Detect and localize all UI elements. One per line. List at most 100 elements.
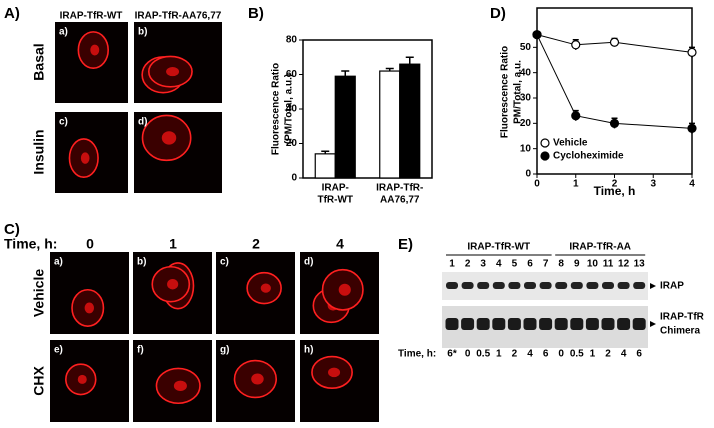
band	[601, 318, 615, 330]
column-header: IRAP-TfR-WT	[60, 11, 123, 22]
cell-perinuclear	[90, 44, 100, 56]
time-value: 0	[86, 236, 94, 252]
x-tick-label: TfR-WT	[317, 195, 353, 206]
y-axis-label: Fluorescence Ratio	[271, 63, 282, 155]
arrow	[650, 321, 656, 327]
y-axis-label: PM/Total, a.u.	[513, 60, 524, 124]
band	[602, 282, 614, 289]
time-value: 6*	[447, 349, 457, 360]
image-label: g)	[220, 345, 229, 356]
marker	[609, 118, 620, 128]
time-value: 6	[636, 349, 642, 360]
band	[492, 282, 505, 289]
image-label: f)	[137, 345, 144, 356]
legend-label: Vehicle	[553, 138, 588, 149]
band	[633, 282, 646, 289]
image-label: a)	[54, 257, 63, 268]
cell-perinuclear	[328, 367, 341, 378]
band	[554, 318, 568, 330]
band	[617, 318, 631, 330]
plot-frame	[536, 7, 693, 175]
y-tick-label: 20	[286, 138, 298, 149]
band	[446, 282, 458, 289]
band	[586, 282, 599, 289]
error-bar	[341, 70, 350, 77]
time-value: 1	[169, 236, 177, 252]
lane-number: 2	[465, 259, 471, 270]
y-tick-label: 30	[520, 93, 532, 104]
x-tick-label: IRAP-	[322, 183, 349, 194]
band	[555, 282, 568, 289]
time-label: Time, h:	[398, 349, 436, 360]
band	[477, 282, 490, 289]
band-label: IRAP	[660, 281, 684, 292]
image-label: h)	[304, 345, 313, 356]
x-tick-label: 1	[573, 179, 579, 190]
band	[570, 282, 583, 289]
lane-number: 8	[558, 259, 564, 270]
panel-label: A)	[4, 5, 20, 22]
time-value: 6	[543, 349, 549, 360]
image-label: b)	[138, 27, 147, 38]
y-axis-label: Fluorescence Ratio	[500, 46, 511, 138]
x-tick-label: 2	[612, 179, 618, 190]
y-tick-label: 20	[520, 118, 532, 129]
x-tick-label: 0	[534, 179, 540, 190]
marker	[609, 37, 620, 47]
band	[507, 318, 521, 330]
band	[445, 318, 459, 330]
x-tick-label: 4	[689, 179, 695, 190]
image-label: a)	[59, 27, 68, 38]
cell-perinuclear	[166, 67, 180, 77]
y-tick-label: 80	[286, 35, 298, 46]
band-label: IRAP-TfR	[660, 312, 705, 323]
time-value: 0	[465, 349, 471, 360]
band	[585, 318, 599, 330]
group-header: IRAP-TfR-AA	[569, 242, 631, 253]
legend-label: Cycloheximide	[553, 151, 624, 162]
x-tick-label: 3	[650, 179, 656, 190]
cell-perinuclear	[161, 131, 177, 145]
lane-number: 11	[603, 259, 614, 270]
band	[539, 318, 553, 330]
cell-perinuclear	[173, 380, 187, 392]
lane-number: 9	[574, 259, 580, 270]
column-header: IRAP-TfR-AA76,77	[135, 11, 222, 22]
cell-perinuclear	[260, 283, 271, 293]
lane-number: 10	[587, 259, 599, 270]
lane-number: 1	[449, 259, 455, 270]
y-tick-label: 40	[520, 67, 532, 78]
lane-number: 7	[543, 259, 549, 270]
lane-number: 5	[512, 259, 518, 270]
error-bar	[405, 56, 414, 65]
time-value: 2	[605, 349, 611, 360]
band	[508, 282, 521, 289]
time-value: 2	[512, 349, 518, 360]
lane-number: 4	[496, 259, 502, 270]
x-tick-label: IRAP-TfR-	[376, 183, 423, 194]
bar	[334, 75, 356, 179]
band-label: Chimera	[660, 326, 700, 337]
y-axis-label: (PM/Total, a.u.)	[284, 74, 295, 144]
legend-marker	[540, 151, 550, 161]
cell-perinuclear	[167, 278, 179, 290]
row-label: Insulin	[31, 129, 47, 174]
image-label: e)	[54, 345, 63, 356]
cell-perinuclear	[84, 302, 95, 314]
time-value: 1	[496, 349, 502, 360]
band	[492, 318, 506, 330]
image-label: c)	[220, 257, 229, 268]
series-line	[536, 34, 693, 53]
series-line	[536, 34, 693, 129]
band	[617, 282, 630, 289]
band	[523, 318, 537, 330]
time-value: 4	[336, 236, 344, 252]
lane-number: 13	[634, 259, 646, 270]
lane-number: 12	[618, 259, 630, 270]
band	[632, 318, 646, 330]
time-label: Time, h:	[4, 236, 57, 252]
marker	[687, 123, 697, 133]
time-value: 4	[527, 349, 533, 360]
band	[461, 282, 474, 289]
arrow	[650, 283, 656, 289]
